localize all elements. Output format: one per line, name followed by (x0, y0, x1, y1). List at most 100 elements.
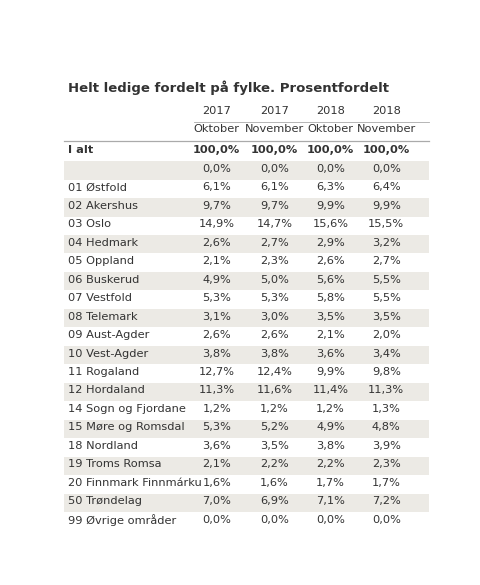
Text: 3,5%: 3,5% (260, 441, 288, 451)
Bar (64, 161, 428, 180)
Bar (64, 419, 428, 438)
Text: 3,8%: 3,8% (315, 441, 344, 451)
Text: 9,9%: 9,9% (315, 367, 344, 377)
Text: 15,6%: 15,6% (312, 219, 348, 229)
Text: 2,9%: 2,9% (315, 238, 344, 247)
Text: 2,6%: 2,6% (202, 330, 230, 340)
Text: 100,0%: 100,0% (251, 146, 298, 156)
Text: 2018: 2018 (371, 106, 400, 116)
Text: I alt: I alt (67, 146, 93, 156)
Text: 4,9%: 4,9% (315, 422, 344, 432)
Text: 9,9%: 9,9% (371, 201, 400, 211)
Text: 5,0%: 5,0% (260, 275, 288, 285)
Text: 15,5%: 15,5% (368, 219, 404, 229)
Text: 3,6%: 3,6% (315, 349, 344, 359)
Bar (64, 494, 428, 512)
Text: 2,6%: 2,6% (315, 256, 344, 266)
Bar (64, 383, 428, 401)
Text: 03 Oslo: 03 Oslo (67, 219, 110, 229)
Text: 6,3%: 6,3% (315, 183, 344, 192)
Text: 3,5%: 3,5% (371, 312, 400, 322)
Text: 0,0%: 0,0% (260, 515, 288, 525)
Text: 2,3%: 2,3% (371, 459, 400, 469)
Text: 9,8%: 9,8% (371, 367, 400, 377)
Text: 3,9%: 3,9% (371, 441, 400, 451)
Text: 1,2%: 1,2% (260, 404, 288, 414)
Text: 5,5%: 5,5% (371, 293, 400, 303)
Text: 5,6%: 5,6% (315, 275, 344, 285)
Text: 100,0%: 100,0% (306, 146, 353, 156)
Text: 11,3%: 11,3% (368, 386, 404, 395)
Text: 7,1%: 7,1% (315, 496, 344, 506)
Bar (64, 198, 428, 216)
Text: 2,3%: 2,3% (260, 256, 288, 266)
Text: Oktober: Oktober (307, 124, 353, 134)
Bar (64, 272, 428, 290)
Text: 15 Møre og Romsdal: 15 Møre og Romsdal (67, 422, 184, 432)
Text: 2,1%: 2,1% (202, 256, 230, 266)
Text: 11,3%: 11,3% (198, 386, 234, 395)
Text: 01 Østfold: 01 Østfold (67, 183, 126, 192)
Text: 5,8%: 5,8% (315, 293, 344, 303)
Text: 6,9%: 6,9% (260, 496, 288, 506)
Text: 12,7%: 12,7% (198, 367, 234, 377)
Text: 50 Trøndelag: 50 Trøndelag (67, 496, 141, 506)
Text: 2,0%: 2,0% (371, 330, 400, 340)
Text: November: November (244, 124, 303, 134)
Text: 4,8%: 4,8% (371, 422, 400, 432)
Text: 100,0%: 100,0% (192, 146, 240, 156)
Text: 2018: 2018 (315, 106, 344, 116)
Text: 2017: 2017 (260, 106, 288, 116)
Text: Oktober: Oktober (193, 124, 239, 134)
Text: 18 Nordland: 18 Nordland (67, 441, 137, 451)
Text: 07 Vestfold: 07 Vestfold (67, 293, 132, 303)
Text: 3,8%: 3,8% (260, 349, 288, 359)
Bar (64, 457, 428, 475)
Text: 0,0%: 0,0% (371, 164, 400, 174)
Text: 9,7%: 9,7% (260, 201, 288, 211)
Text: 6,4%: 6,4% (371, 183, 400, 192)
Text: 2,7%: 2,7% (371, 256, 400, 266)
Text: 0,0%: 0,0% (260, 164, 288, 174)
Text: 5,2%: 5,2% (260, 422, 288, 432)
Text: 5,3%: 5,3% (202, 422, 231, 432)
Text: 3,5%: 3,5% (315, 312, 344, 322)
Bar (64, 235, 428, 253)
Text: 9,9%: 9,9% (315, 201, 344, 211)
Text: 7,2%: 7,2% (371, 496, 400, 506)
Text: 5,3%: 5,3% (202, 293, 231, 303)
Text: 14,7%: 14,7% (256, 219, 292, 229)
Text: 3,1%: 3,1% (202, 312, 231, 322)
Text: 2,2%: 2,2% (260, 459, 288, 469)
Text: 9,7%: 9,7% (202, 201, 231, 211)
Text: 2,1%: 2,1% (202, 459, 230, 469)
Text: 100,0%: 100,0% (362, 146, 409, 156)
Text: 2,1%: 2,1% (315, 330, 344, 340)
Text: 1,6%: 1,6% (202, 478, 230, 488)
Text: 02 Akershus: 02 Akershus (67, 201, 137, 211)
Bar (64, 309, 428, 328)
Text: 04 Hedmark: 04 Hedmark (67, 238, 137, 247)
Text: 1,2%: 1,2% (202, 404, 230, 414)
Text: 3,6%: 3,6% (202, 441, 230, 451)
Text: 1,7%: 1,7% (315, 478, 344, 488)
Text: 7,0%: 7,0% (202, 496, 231, 506)
Text: 0,0%: 0,0% (315, 164, 344, 174)
Text: 4,9%: 4,9% (202, 275, 230, 285)
Text: 1,7%: 1,7% (371, 478, 400, 488)
Text: 0,0%: 0,0% (315, 515, 344, 525)
Text: 6,1%: 6,1% (260, 183, 288, 192)
Text: 2,7%: 2,7% (260, 238, 288, 247)
Text: 5,3%: 5,3% (260, 293, 288, 303)
Text: 1,2%: 1,2% (315, 404, 344, 414)
Text: 0,0%: 0,0% (371, 515, 400, 525)
Text: 14,9%: 14,9% (198, 219, 234, 229)
Text: 3,8%: 3,8% (202, 349, 231, 359)
Text: 0,0%: 0,0% (202, 164, 231, 174)
Text: 08 Telemark: 08 Telemark (67, 312, 137, 322)
Text: 09 Aust-Agder: 09 Aust-Agder (67, 330, 149, 340)
Text: 0,0%: 0,0% (202, 515, 231, 525)
Text: 5,5%: 5,5% (371, 275, 400, 285)
Text: 1,6%: 1,6% (260, 478, 288, 488)
Text: 19 Troms Romsa: 19 Troms Romsa (67, 459, 161, 469)
